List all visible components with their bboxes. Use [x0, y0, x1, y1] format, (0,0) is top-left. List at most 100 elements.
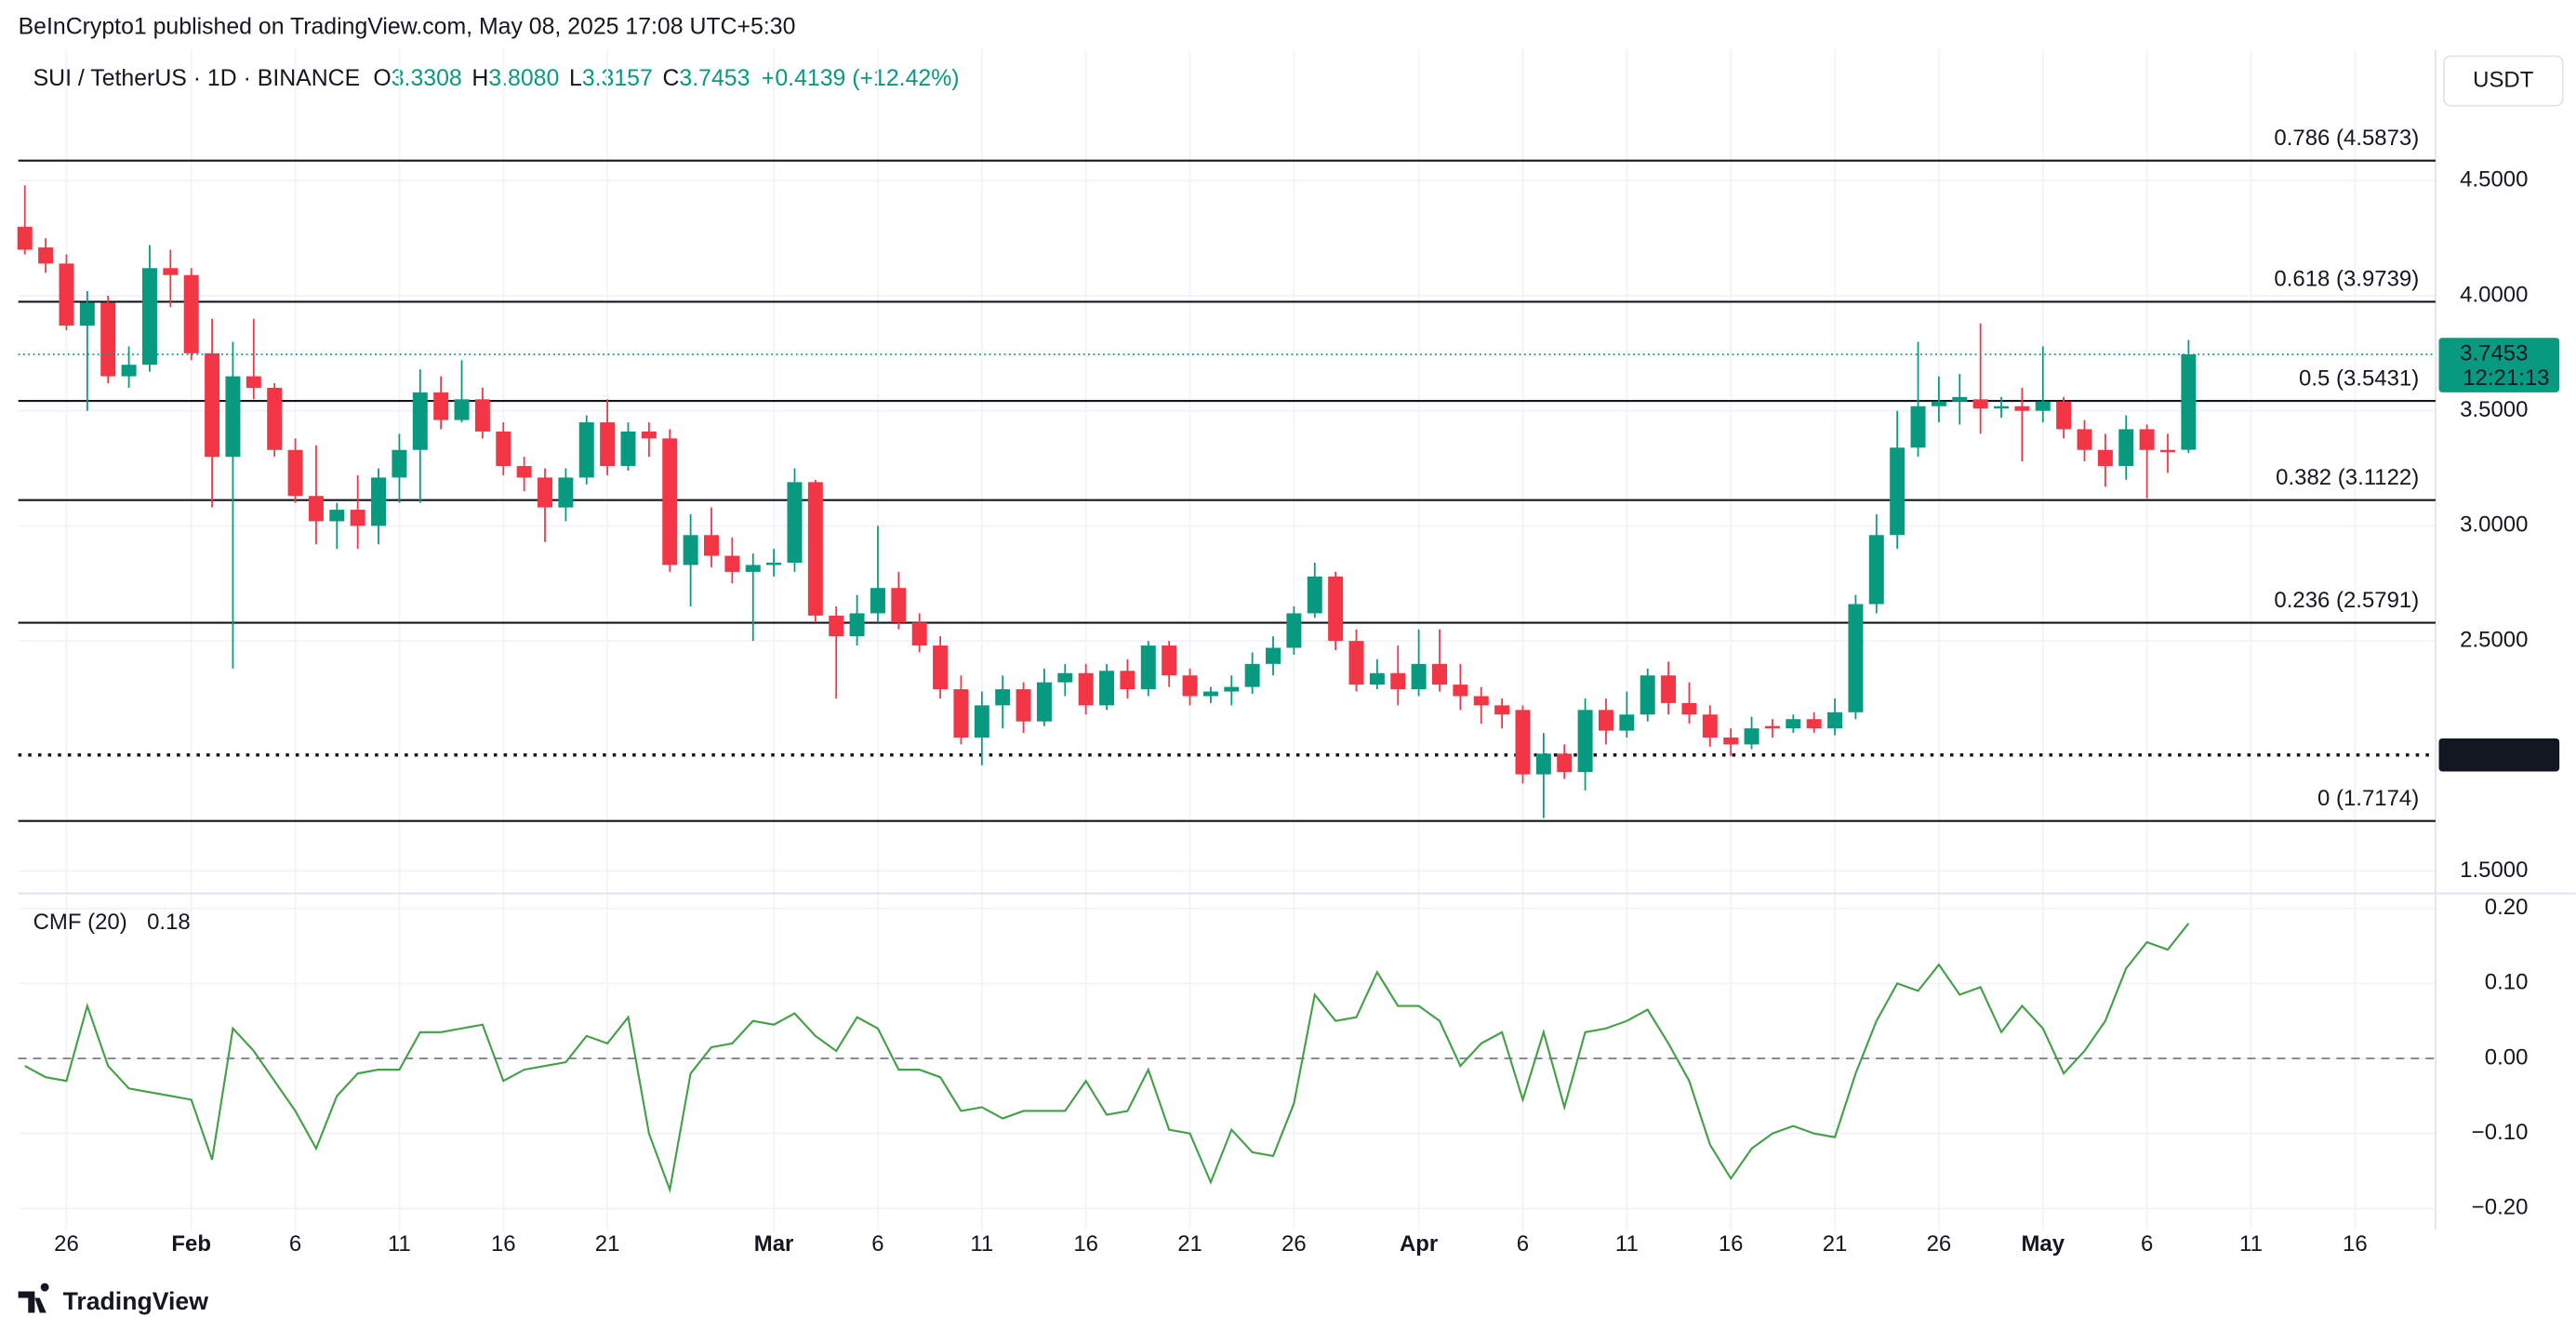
candle-body: [246, 376, 261, 388]
y-tick-label: 3.0000: [2460, 512, 2528, 538]
candle-body: [1619, 714, 1635, 731]
fib-label: 0 (1.7174): [2317, 786, 2419, 811]
candle-body: [1307, 576, 1322, 614]
x-tick-label: 26: [54, 1231, 79, 1257]
candle-body: [1348, 641, 1364, 685]
candle-body: [1494, 705, 1510, 715]
candle-body: [745, 565, 761, 572]
candle-body: [1972, 399, 1988, 409]
candle-body: [558, 477, 574, 508]
symbol-legend: SUI / TetherUS · 1D · BINANCE O3.3308 H3.8…: [33, 66, 960, 91]
candle-body: [1848, 604, 1864, 712]
candle-body: [163, 268, 179, 275]
x-tick-label: Feb: [171, 1231, 211, 1257]
candle-body: [766, 562, 782, 565]
candle-body: [1661, 675, 1677, 703]
candle-body: [807, 482, 823, 616]
candle-body: [205, 352, 220, 458]
x-tick-label: 21: [595, 1231, 620, 1257]
candle-body: [1890, 447, 1905, 536]
y-tick-label: 3.5000: [2460, 397, 2528, 422]
x-tick-label: 21: [1177, 1231, 1202, 1257]
candle-body: [2097, 449, 2113, 467]
candle-body: [121, 365, 137, 377]
ohlc-key: H: [471, 66, 488, 91]
x-tick-label: 11: [970, 1231, 993, 1257]
candle-body: [1910, 406, 1926, 448]
x-tick-label: 26: [1927, 1231, 1952, 1257]
y-tick-label: 0.10: [2485, 970, 2529, 995]
candle-body: [1182, 675, 1198, 697]
x-tick-label: 11: [2239, 1231, 2263, 1257]
symbol: SUI / TetherUS · 1D · BINANCE: [33, 66, 361, 91]
publish-note: BeInCrypto1 published on TradingView.com…: [19, 15, 796, 40]
ohlc-value: 3.8080: [488, 66, 559, 91]
candle-body: [683, 535, 698, 565]
y-tick-label: −0.20: [2472, 1195, 2529, 1220]
candle-body: [787, 482, 803, 563]
ohlc-value: 3.7453: [679, 66, 750, 91]
candle-body: [1244, 663, 1260, 687]
candle-body: [2014, 406, 2030, 411]
candle-body: [538, 477, 553, 508]
candle-body: [1411, 663, 1427, 690]
candle-body: [1120, 671, 1135, 690]
candle-body: [1952, 396, 1968, 402]
candle-body: [1827, 712, 1843, 729]
candle-body: [1369, 672, 1385, 685]
x-tick-label: 6: [289, 1231, 301, 1257]
y-tick-label: 1.5000: [2460, 858, 2528, 883]
countdown: 12:21:13: [2463, 366, 2549, 391]
candle-body: [392, 449, 407, 478]
candle-body: [1202, 691, 1218, 697]
ohlc-key: O: [373, 66, 391, 91]
candle-body: [1535, 753, 1551, 775]
candle-body: [371, 477, 387, 526]
ohlc-key: L: [569, 66, 582, 91]
x-tick-label: 6: [1517, 1231, 1529, 1257]
indicator-title: CMF (20): [33, 910, 127, 935]
candle-body: [1598, 710, 1613, 731]
candle-body: [1723, 738, 1739, 745]
candle-body: [1140, 645, 1156, 690]
y-tick-label: 4.0000: [2460, 282, 2528, 307]
y-tick-label: 2.5000: [2460, 627, 2528, 652]
candle-body: [849, 613, 865, 637]
candle-body: [953, 689, 969, 738]
x-tick-label: 16: [491, 1231, 516, 1257]
candle-body: [1036, 682, 1052, 722]
candle-body: [2035, 401, 2051, 411]
candle-body: [1162, 645, 1177, 676]
candle-body: [1764, 725, 1780, 729]
x-tick-label: 21: [1823, 1231, 1848, 1257]
candle-body: [933, 645, 949, 690]
candle-body: [1473, 696, 1489, 706]
candle-body: [2077, 429, 2092, 450]
candle-body: [141, 268, 157, 366]
ohlc-key: C: [662, 66, 679, 91]
candle-body: [2118, 429, 2134, 467]
ohlc-value: 3.3308: [392, 66, 462, 91]
candle-body: [1390, 672, 1406, 690]
candle-body: [1931, 401, 1946, 406]
candle-body: [2160, 449, 2175, 453]
x-tick-label: 16: [1719, 1231, 1744, 1257]
support-label-box: [2438, 738, 2560, 772]
candle-body: [1224, 686, 1240, 692]
candle-body: [891, 588, 907, 623]
currency-box[interactable]: [2442, 55, 2564, 107]
fib-label: 0.618 (3.9739): [2274, 267, 2419, 292]
candle-body: [1328, 576, 1344, 642]
candle-body: [1702, 714, 1718, 738]
candle-body: [704, 535, 719, 556]
ohlc-value: 3.3157: [582, 66, 653, 91]
candle-body: [911, 622, 927, 646]
candle-body: [474, 399, 490, 432]
candle-body: [600, 422, 616, 467]
candle-body: [1577, 710, 1593, 773]
brand-logo: [18, 1283, 49, 1313]
candle-body: [59, 263, 74, 326]
currency: USDT: [2473, 67, 2534, 92]
candle-body: [329, 510, 345, 522]
fib-label: 0.382 (3.1122): [2276, 465, 2419, 490]
